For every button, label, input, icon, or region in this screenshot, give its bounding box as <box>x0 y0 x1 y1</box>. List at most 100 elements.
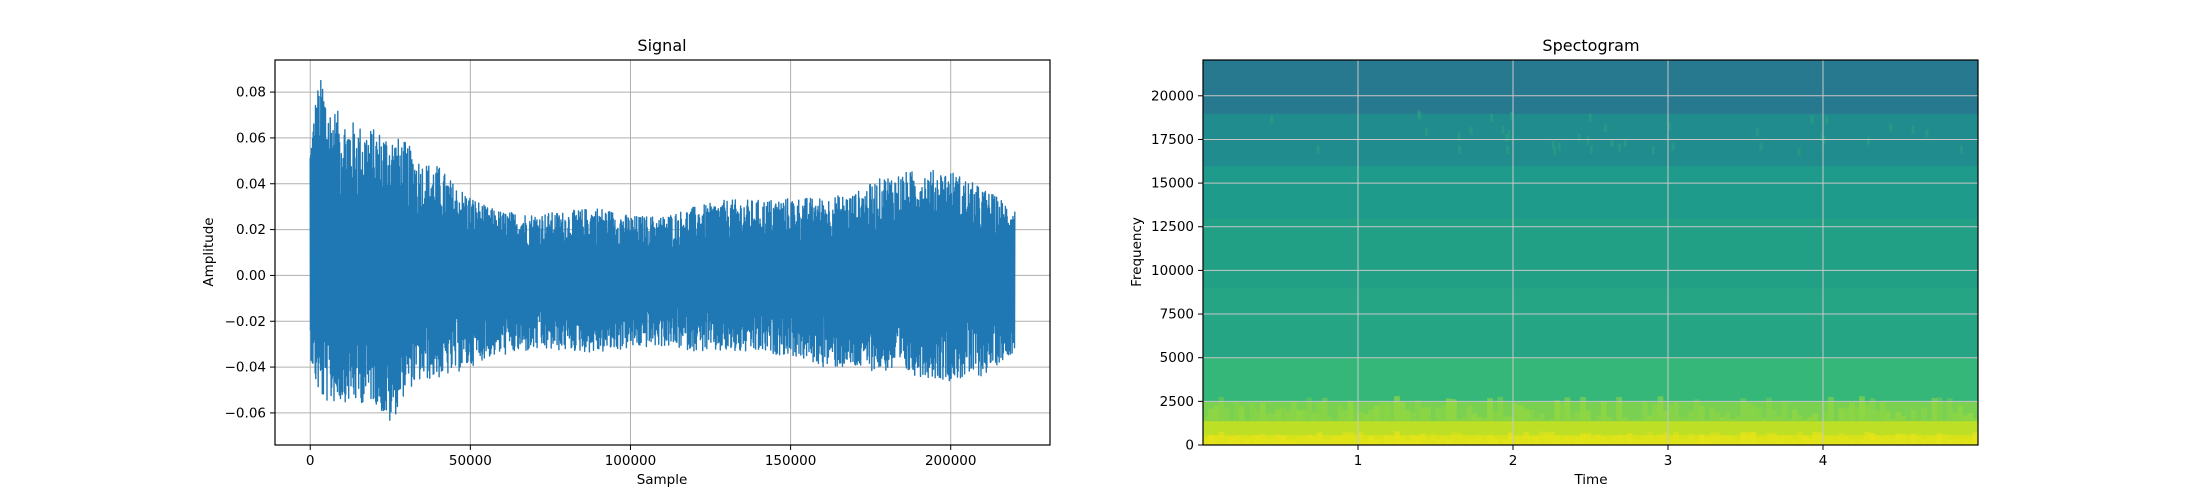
spectrogram-cell <box>1477 436 1483 445</box>
spectrogram-band <box>1203 166 1978 219</box>
y-tick-label: 2500 <box>1160 394 1194 410</box>
spectrogram-cell <box>1678 417 1684 421</box>
spectrogram-cell <box>1580 433 1586 445</box>
spectrogram-cell <box>1436 440 1442 445</box>
spectrogram-cell <box>1255 410 1261 421</box>
signal-plot-area <box>310 81 1015 421</box>
spectrogram-cell <box>1534 437 1540 445</box>
spectrogram-cell <box>1399 436 1405 445</box>
spectrogram-cell <box>1203 439 1209 445</box>
spectrogram-cell <box>1363 414 1369 420</box>
spectrogram-cell <box>1260 403 1266 421</box>
spectrogram-cell <box>1652 146 1655 154</box>
spectrogram-cell <box>1549 419 1555 420</box>
spectrogram-cell <box>1642 401 1648 420</box>
spectrogram-cell <box>1558 143 1561 151</box>
spectrogram-cell <box>1502 126 1505 134</box>
spectrogram-cell <box>1828 397 1834 421</box>
spectrogram-cell <box>1684 438 1690 445</box>
spectrogram-cell <box>1534 419 1540 421</box>
spectrogram-cell <box>1394 431 1400 445</box>
spectrogram-cell <box>1709 433 1715 445</box>
signal-line <box>310 81 1015 421</box>
spectrogram-cell <box>1224 408 1230 420</box>
spectrogram-cell <box>1921 407 1927 420</box>
spectrogram-cell <box>1477 417 1483 421</box>
spectrogram-cell <box>1777 416 1783 420</box>
spectrogram-cell <box>1715 412 1721 421</box>
spectrogram-cell <box>1963 439 1969 445</box>
spectrogram-cell <box>1405 439 1411 445</box>
spectrogram-cell <box>1301 437 1307 445</box>
spectrogram-cell <box>1513 437 1519 445</box>
spectrogram-cell <box>1374 440 1380 445</box>
spectrogram-cell <box>1828 437 1834 445</box>
spectrogram-cell <box>1317 401 1323 420</box>
spectrogram-cell <box>1653 437 1659 445</box>
spectrogram-cell <box>1740 432 1746 445</box>
spectrogram-cell <box>1694 440 1700 445</box>
spectrogram-cell <box>1420 408 1426 421</box>
spectrogram-cell <box>1730 419 1736 421</box>
spectrogram-cell <box>1823 438 1829 445</box>
spectrogram-cell <box>1513 404 1519 421</box>
spectrogram-cell <box>1327 439 1333 445</box>
spectrogram-cell <box>1275 410 1281 421</box>
spectrogram-cell <box>1316 146 1319 154</box>
spectrogram-cell <box>1611 436 1617 445</box>
spectrogram-cell <box>1317 432 1323 445</box>
spectrogram-cell <box>1771 433 1777 445</box>
spectrogram-cell <box>1839 433 1845 445</box>
spectrogram-cell <box>1880 402 1886 420</box>
x-tick-label: 3 <box>1664 453 1673 469</box>
spectrogram-cell <box>1301 409 1307 420</box>
spectrogram-cell <box>1798 148 1801 156</box>
spectrogram-cell <box>1384 435 1390 445</box>
spectrogram-cell <box>1265 414 1271 421</box>
spectrogram-cell <box>1275 435 1281 445</box>
spectrogram-cell <box>1585 433 1591 445</box>
spectrogram-cell <box>1715 432 1721 445</box>
spectrogram-cell <box>1787 435 1793 445</box>
spectrogram-cell <box>1425 407 1431 421</box>
spectrogram-cell <box>1417 110 1420 118</box>
spectrogram-cell <box>1589 114 1592 122</box>
spectrogram-cell <box>1560 404 1566 421</box>
spectrogram-cell <box>1957 405 1963 420</box>
spectrogram-cell <box>1960 146 1963 154</box>
x-tick-label: 4 <box>1819 453 1828 469</box>
spectrogram-cell <box>1570 436 1576 445</box>
spectrogram-x-label: Time <box>1573 472 1607 488</box>
spectrogram-cell <box>1250 435 1256 445</box>
spectrogram-cell <box>1234 401 1240 420</box>
spectrogram-cell <box>1895 434 1901 445</box>
spectrogram-cell <box>1482 439 1488 445</box>
spectrogram-cell <box>1575 411 1581 420</box>
spectrogram-cell <box>1632 438 1638 445</box>
spectrogram-cell <box>1797 415 1803 420</box>
spectrogram-cell <box>1327 417 1333 421</box>
spectrogram-cell <box>1746 403 1752 421</box>
spectrogram-cell <box>1823 411 1829 420</box>
signal-y-ticks: −0.06−0.04−0.020.000.020.040.060.08 <box>225 85 275 422</box>
spectrogram-cell <box>1761 437 1767 445</box>
spectrogram-cell <box>1870 433 1876 445</box>
spectrogram-cell <box>1399 402 1405 420</box>
spectrogram-cell <box>1358 412 1364 421</box>
spectrogram-cell <box>1270 438 1276 445</box>
spectrogram-cell <box>1844 437 1850 445</box>
spectrogram-cell <box>1937 434 1943 445</box>
spectrogram-cell <box>1864 404 1870 420</box>
spectrogram-cell <box>1864 432 1870 445</box>
spectrogram-cell <box>1560 439 1566 445</box>
spectrogram-cell <box>1647 432 1653 445</box>
spectrogram-cell <box>1456 419 1462 420</box>
spectrogram-cell <box>1518 405 1524 420</box>
spectrogram-cell <box>1208 435 1214 445</box>
spectrogram-cell <box>1523 432 1529 445</box>
spectrogram-cell <box>1219 397 1225 421</box>
spectrogram-cell <box>1286 439 1292 445</box>
x-tick-label: 100000 <box>605 453 657 469</box>
